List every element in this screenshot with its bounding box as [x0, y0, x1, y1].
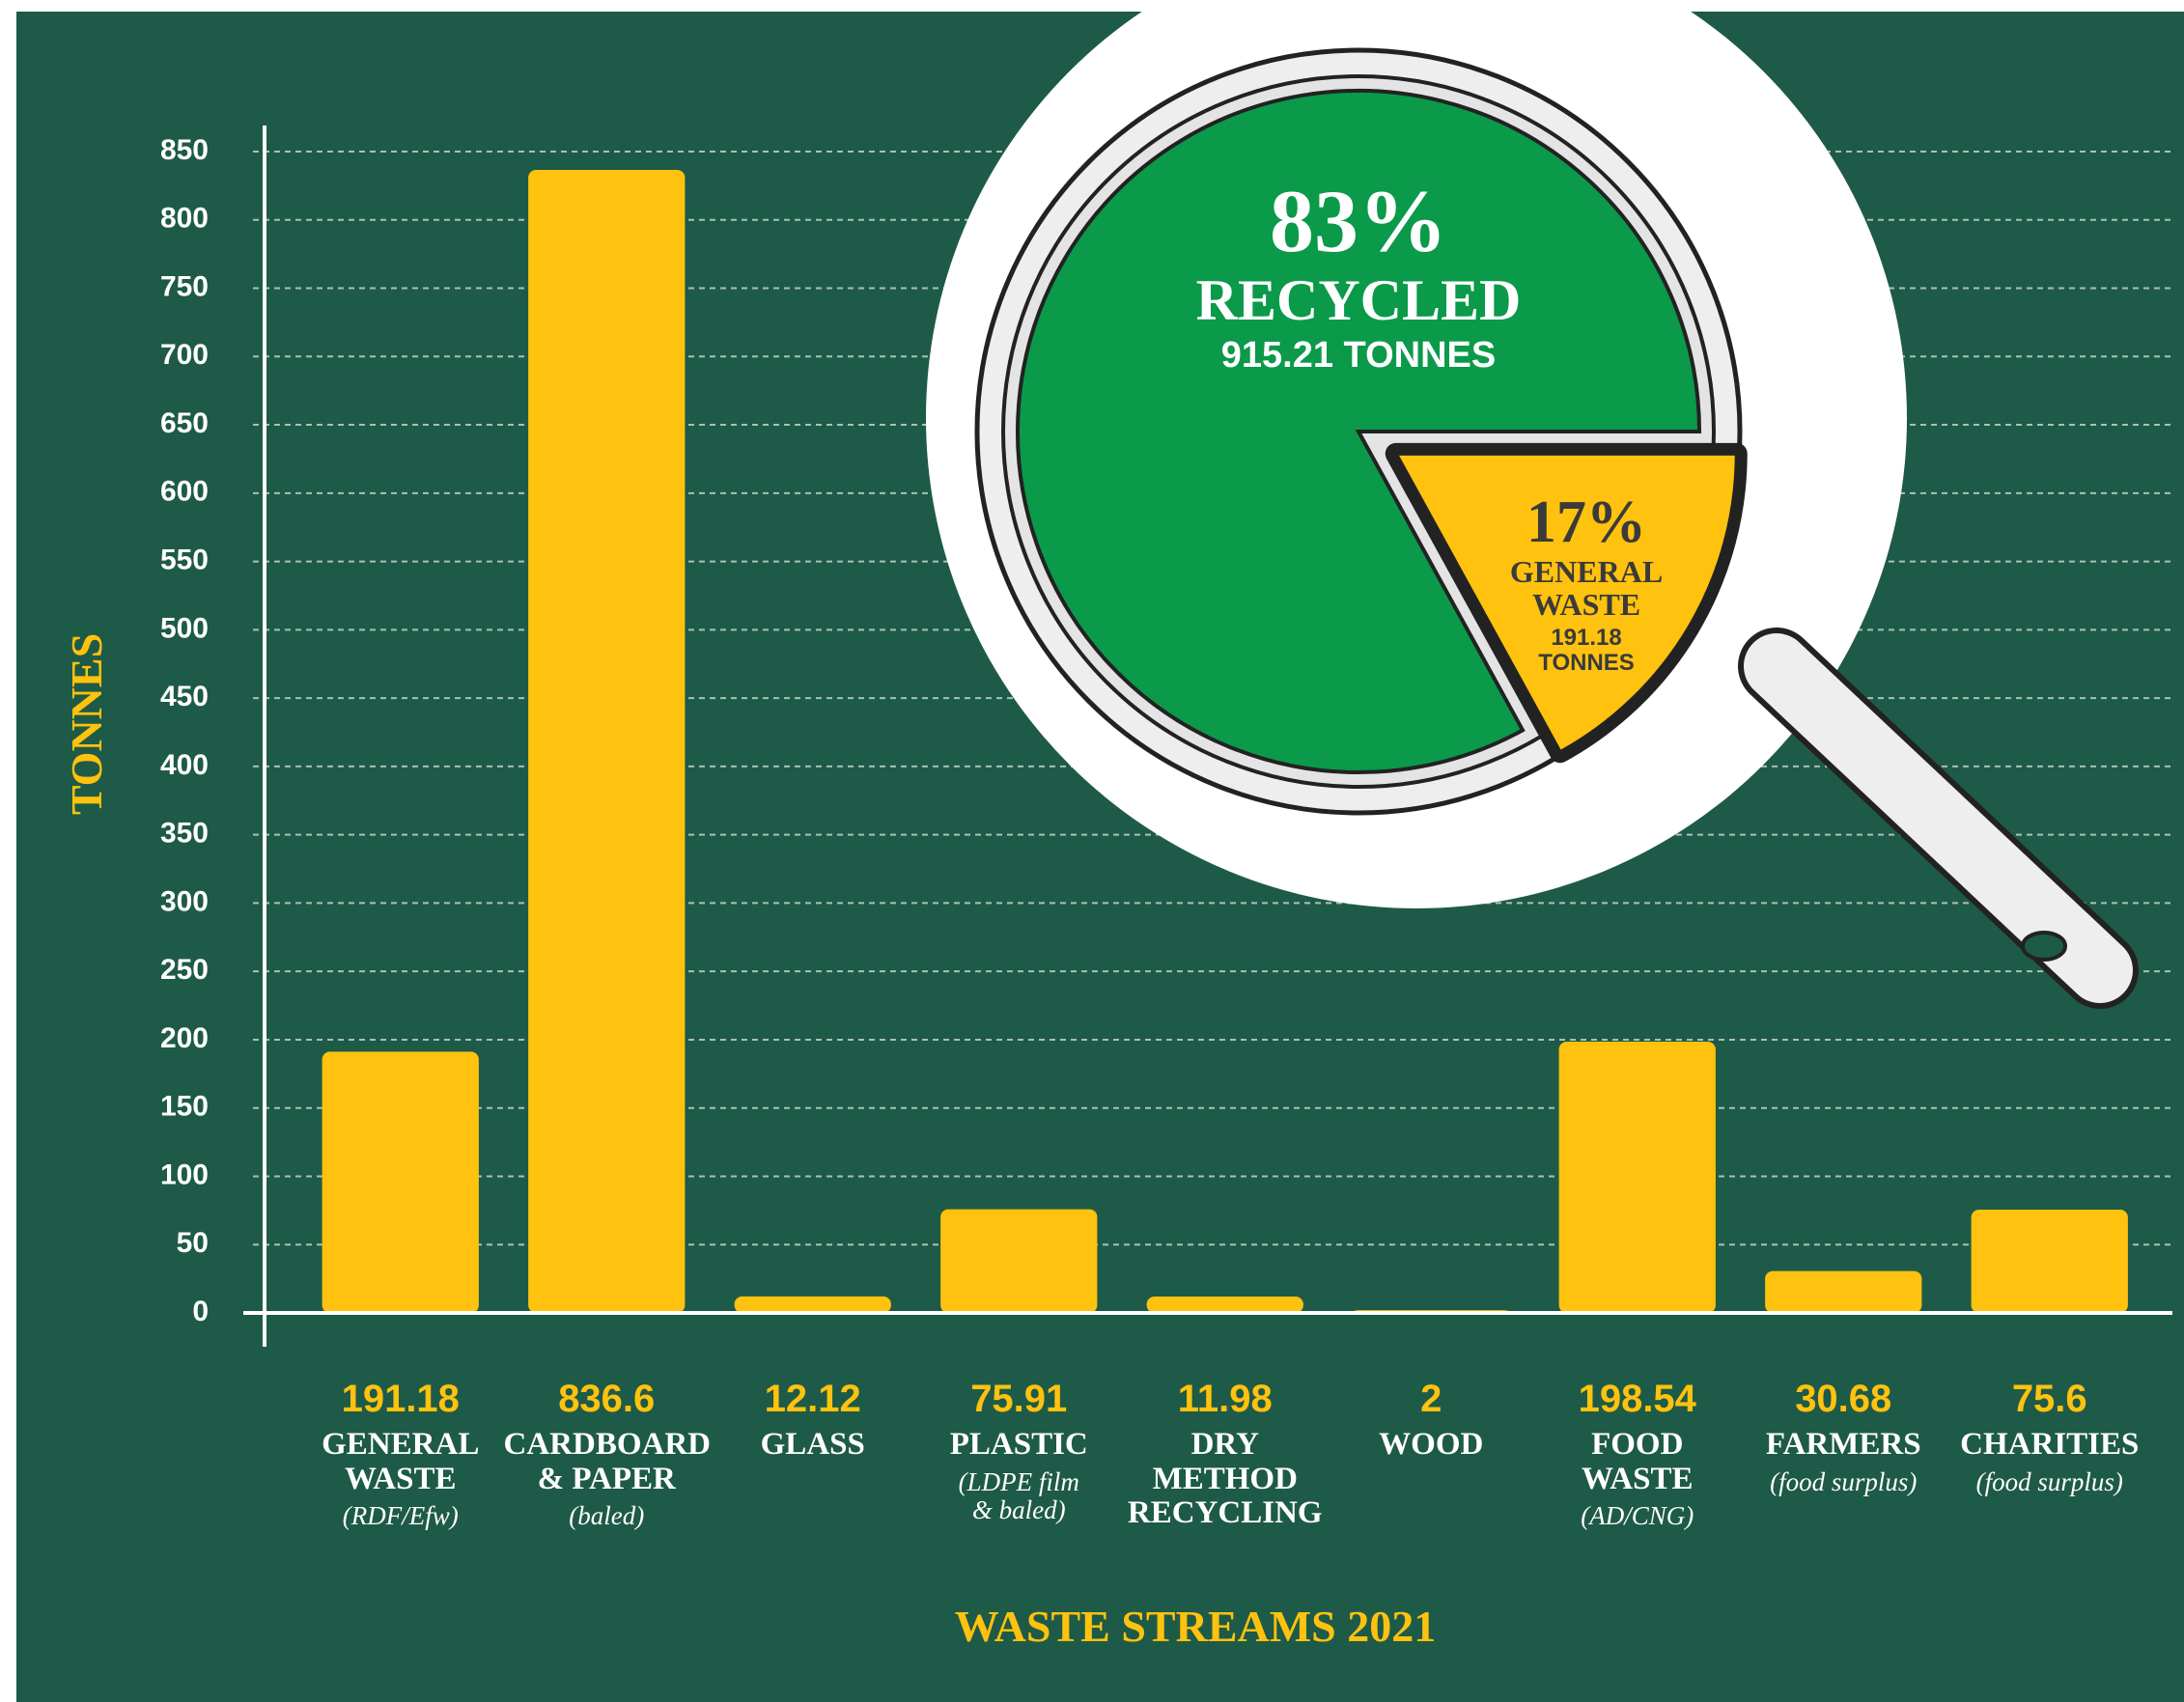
pie-detail-label: 915.21 TONNES — [1220, 335, 1497, 377]
y-tick-label: 350 — [160, 818, 209, 850]
y-tick-label: 100 — [160, 1158, 209, 1190]
x-tick-label: FARMERS — [1765, 1427, 1921, 1463]
category-label-group: 191.18 GENERAL WASTE (RDF/Efw) — [297, 1378, 504, 1531]
value-label: 11.98 — [1177, 1378, 1273, 1420]
value-label: 198.54 — [1578, 1378, 1696, 1420]
bar — [1558, 1042, 1716, 1313]
category-label-group: 198.54 FOOD WASTE (AD/CNG) — [1534, 1378, 1741, 1531]
x-tick-label: GLASS — [760, 1427, 865, 1463]
category-note: (food surplus) — [1770, 1466, 1918, 1496]
value-label: 2 — [1420, 1378, 1442, 1420]
pie-value-label: 17% — [1526, 488, 1647, 555]
pie-detail-label: 191.18 TONNES — [1538, 624, 1635, 676]
pie-category-label: RECYCLED — [1195, 268, 1522, 333]
pie-category-label: GENERAL WASTE — [1509, 553, 1664, 623]
y-tick-label: 800 — [160, 203, 209, 235]
y-tick-label: 450 — [160, 681, 209, 712]
x-tick-label: FOOD WASTE — [1581, 1427, 1694, 1496]
y-tick-label: 850 — [160, 134, 209, 166]
value-label: 30.68 — [1795, 1378, 1892, 1420]
y-tick-label: 650 — [160, 407, 209, 439]
x-tick-label: GENERAL WASTE — [322, 1427, 480, 1496]
x-tick-label: CARDBOARD & PAPER — [503, 1427, 712, 1496]
bar — [322, 1051, 479, 1313]
category-label-group: 30.68 FARMERS (food surplus) — [1741, 1378, 1947, 1496]
value-label: 12.12 — [764, 1378, 861, 1420]
bar — [940, 1209, 1098, 1313]
value-label: 75.6 — [2011, 1378, 2087, 1420]
category-note: (RDF/Efw) — [342, 1501, 459, 1531]
category-note: (AD/CNG) — [1581, 1501, 1694, 1531]
y-tick-label: 550 — [160, 544, 209, 576]
category-note: (LDPE film & baled) — [958, 1466, 1079, 1524]
bar — [1765, 1270, 1922, 1313]
category-label-group: 12.12 GLASS — [710, 1378, 916, 1463]
bar — [1971, 1210, 2128, 1313]
y-tick-label: 150 — [160, 1091, 209, 1123]
y-axis-title: TONNES — [62, 632, 112, 816]
pie-label-group: 17% GENERAL WASTE 191.18 TONNES — [1393, 488, 1779, 676]
bar — [528, 169, 686, 1313]
category-label-group: 75.6 CHARITIES (food surplus) — [1946, 1378, 2153, 1496]
x-axis-title: WASTE STREAMS 2021 — [954, 1602, 1437, 1651]
x-tick-label: PLASTIC — [949, 1427, 1088, 1463]
y-tick-label: 250 — [160, 954, 209, 986]
category-label-group: 11.98 DRY METHOD RECYCLING — [1122, 1378, 1329, 1531]
category-note: (food surplus) — [1975, 1466, 2123, 1496]
value-label: 836.6 — [558, 1378, 656, 1420]
pan-handle — [1744, 633, 2133, 1003]
category-label-group: 2 WOOD — [1329, 1378, 1535, 1463]
pie-label-group: 83% RECYCLED 915.21 TONNES — [1165, 172, 1552, 377]
bar — [1146, 1297, 1303, 1313]
y-tick-label: 0 — [192, 1296, 209, 1327]
value-label: 191.18 — [341, 1378, 460, 1420]
bar — [734, 1296, 891, 1313]
y-tick-label: 50 — [177, 1227, 209, 1259]
y-tick-label: 300 — [160, 885, 209, 917]
y-tick-label: 200 — [160, 1022, 209, 1054]
y-tick-label: 700 — [160, 339, 209, 371]
category-label-group: 836.6 CARDBOARD & PAPER (baled) — [503, 1378, 712, 1531]
category-note: (baled) — [569, 1501, 645, 1531]
category-label-group: 75.91 PLASTIC (LDPE film & baled) — [916, 1378, 1123, 1524]
x-tick-label: WOOD — [1379, 1427, 1484, 1463]
x-tick-label: CHARITIES — [1960, 1427, 2140, 1463]
value-label: 75.91 — [970, 1378, 1068, 1420]
y-tick-label: 500 — [160, 612, 209, 644]
pie-slice — [1392, 451, 1739, 755]
y-tick-label: 600 — [160, 476, 209, 508]
pie-value-label: 83% — [1270, 172, 1447, 270]
x-tick-label: DRY METHOD RECYCLING — [1127, 1427, 1323, 1531]
y-tick-label: 750 — [160, 270, 209, 302]
y-tick-label: 400 — [160, 749, 209, 781]
pan-hole — [2021, 931, 2067, 962]
pie-slice — [1016, 89, 1702, 774]
